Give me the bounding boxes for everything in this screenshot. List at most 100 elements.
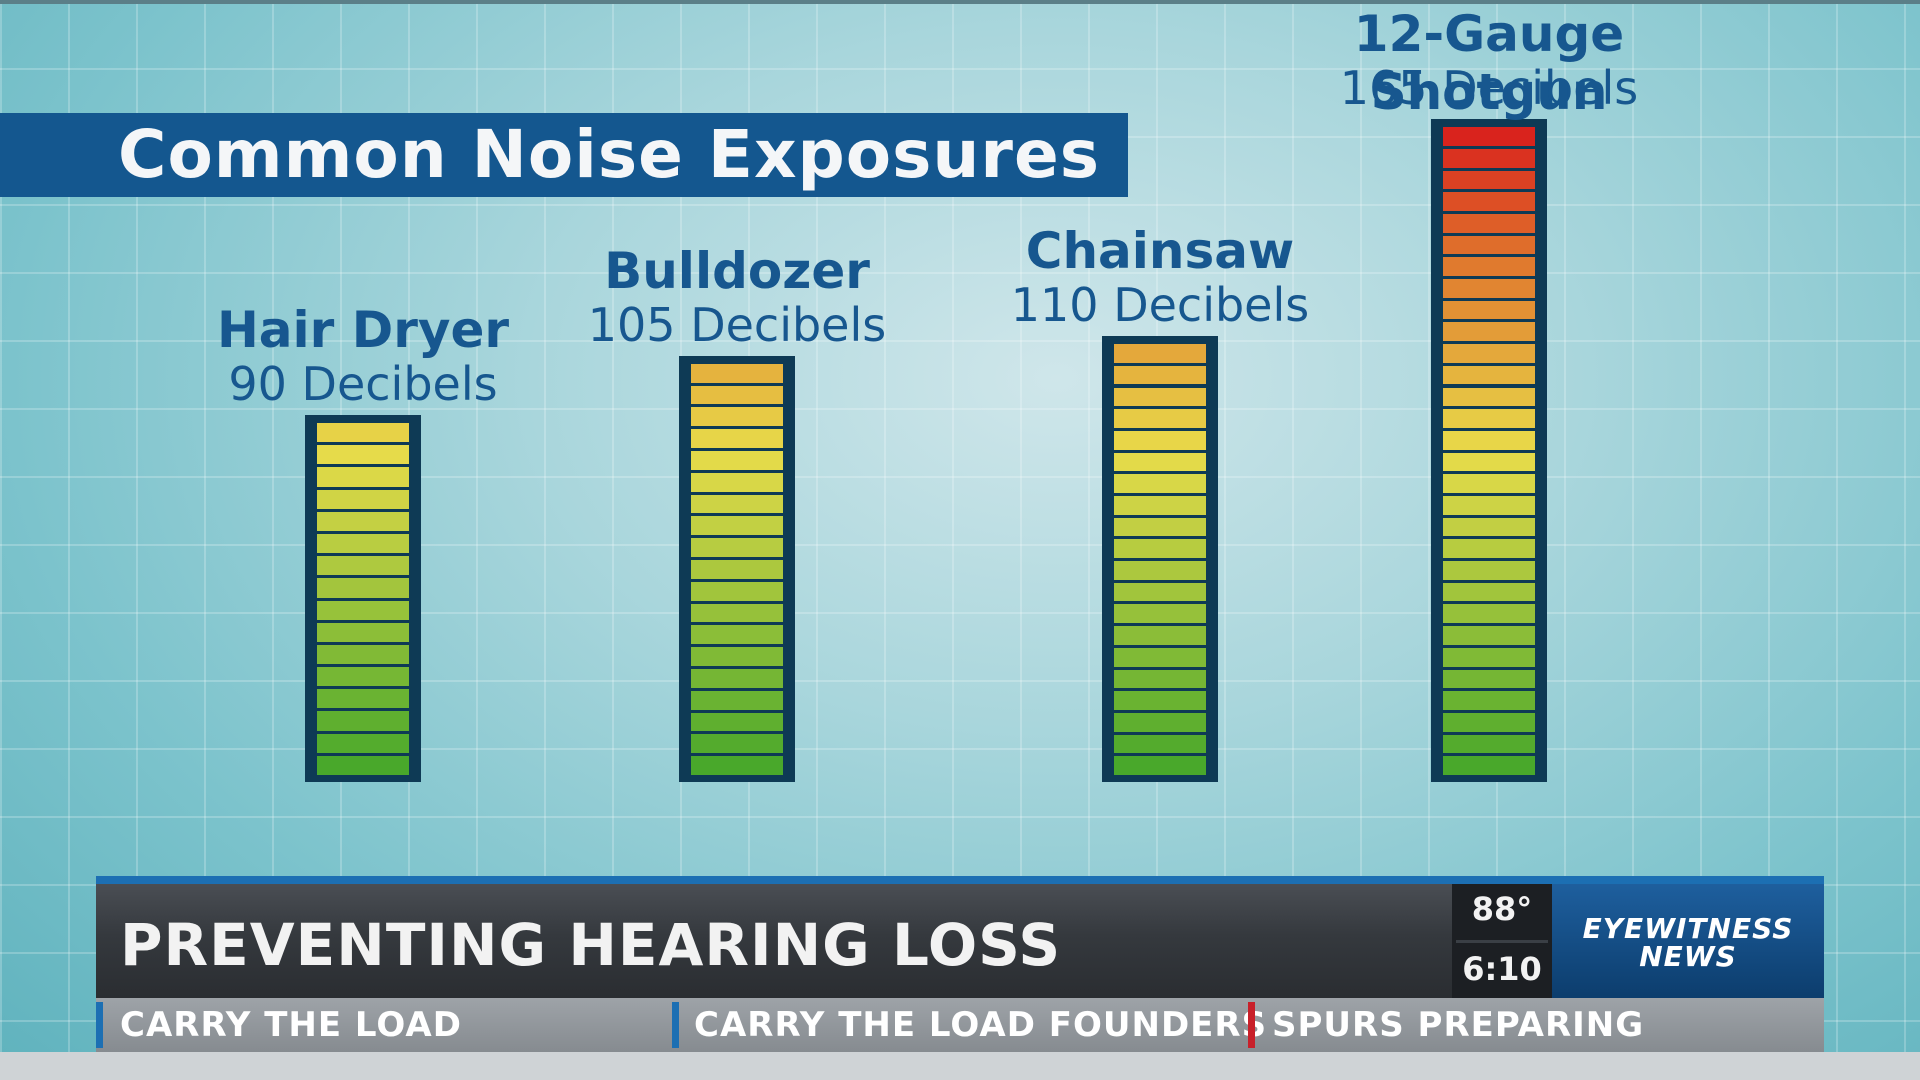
meter-segment	[317, 733, 409, 753]
meter-segment	[1443, 712, 1535, 732]
meter-segment	[1443, 257, 1535, 277]
meter-segment	[1114, 669, 1206, 689]
meter-segment	[1443, 344, 1535, 363]
meter-value-label: 165 Decibels	[1339, 61, 1639, 116]
meter-segment	[1443, 495, 1535, 515]
meter-segment	[691, 756, 783, 775]
chart-title-bar: Common Noise Exposures	[0, 113, 1128, 197]
weather-divider	[1456, 940, 1548, 943]
meter-segment	[1443, 756, 1535, 775]
ticker-accent-3	[1248, 1002, 1255, 1048]
chart-title: Common Noise Exposures	[118, 116, 1100, 193]
meter-segment	[317, 600, 409, 620]
meter-segment	[691, 363, 783, 383]
meter-segment	[1443, 669, 1535, 689]
headline: PREVENTING HEARING LOSS	[120, 911, 1062, 979]
meter-category-label: Chainsaw	[1025, 222, 1295, 281]
meter-segment	[1443, 213, 1535, 233]
meter-segment	[1443, 322, 1535, 342]
news-ticker	[96, 998, 1824, 1052]
meter-segment	[691, 625, 783, 645]
meter-segment	[691, 712, 783, 732]
meter-segment	[1114, 430, 1206, 450]
meter-segment	[1114, 626, 1206, 645]
meter-segment	[1443, 279, 1535, 298]
meter-segment	[691, 734, 783, 754]
meter-segment	[691, 451, 783, 470]
ticker-item-1: CARRY THE LOAD	[120, 1005, 462, 1045]
weather-box	[1452, 876, 1552, 998]
meter-segment	[1114, 561, 1206, 580]
meter-segment	[317, 423, 409, 443]
meter-segment	[1114, 517, 1206, 537]
meter-segment	[1114, 365, 1206, 385]
meter-segment	[691, 494, 783, 514]
clock-time: 6:10	[1462, 950, 1542, 988]
meter-segment	[691, 472, 783, 492]
ticker-accent-1	[96, 1002, 103, 1048]
logo-text-eyewitness: EYEWITNESS	[1582, 912, 1794, 945]
meter-segment	[317, 445, 409, 465]
meter-segment	[1114, 647, 1206, 667]
meter-segment	[691, 516, 783, 536]
meter-segment	[1443, 561, 1535, 580]
meter-segment	[1443, 170, 1535, 190]
meter-segment	[317, 689, 409, 709]
meter-segment	[691, 603, 783, 623]
meter-segment	[1114, 452, 1206, 472]
meter-segment	[691, 690, 783, 710]
ticker-item-3: SPURS PREPARING	[1272, 1005, 1645, 1045]
meter-segment	[1114, 495, 1206, 515]
meter-segment	[1443, 582, 1535, 602]
meter-bar	[305, 415, 421, 782]
meter-category-label: Bulldozer	[604, 241, 870, 300]
meter-segment	[317, 489, 409, 509]
meter-segment	[1114, 582, 1206, 602]
meter-value-label: 90 Decibels	[228, 357, 498, 411]
meter-segment	[1443, 192, 1535, 211]
meter-segment	[1114, 756, 1206, 775]
meter-segment	[1443, 365, 1535, 385]
meter-segment	[1114, 734, 1206, 754]
meter-segment	[317, 644, 409, 665]
meter-segment	[1443, 148, 1535, 168]
logo-text-news: NEWS	[1639, 940, 1737, 973]
meter-segment	[1443, 452, 1535, 472]
meter-segment	[691, 581, 783, 601]
ticker-item-2: CARRY THE LOAD FOUNDERS	[694, 1005, 1268, 1045]
meter-segment	[1443, 430, 1535, 450]
meter-segment	[317, 511, 409, 531]
meter-segment	[1443, 127, 1535, 146]
meter-segment	[1443, 517, 1535, 537]
meter-segment	[1443, 474, 1535, 493]
station-logo	[1552, 876, 1824, 998]
meter-segment	[317, 578, 409, 598]
meter-segment	[691, 385, 783, 405]
meter-segment	[691, 407, 783, 427]
meter-segment	[1443, 539, 1535, 559]
meter-segment	[317, 467, 409, 487]
meter-segment	[1114, 344, 1206, 363]
meter-segment	[691, 669, 783, 688]
meter-value-label: 105 Decibels	[587, 297, 887, 352]
meter-segment	[1443, 626, 1535, 645]
meter-segment	[317, 667, 409, 687]
temperature: 88°	[1471, 890, 1533, 928]
meter-segment	[1114, 387, 1206, 407]
meter-segment	[691, 429, 783, 449]
meter-segment	[1443, 387, 1535, 407]
meter-segment	[317, 556, 409, 576]
meter-segment	[317, 533, 409, 554]
meter-segment	[1114, 691, 1206, 710]
meter-segment	[1443, 691, 1535, 710]
meter-segment	[1114, 539, 1206, 559]
meter-category-label: 12-Gauge Shotgun	[1353, 5, 1625, 122]
meter-bar	[679, 355, 795, 782]
meter-segment	[1443, 409, 1535, 428]
meter-segment	[317, 622, 409, 642]
meter-segment	[1114, 474, 1206, 493]
meter-segment	[1114, 604, 1206, 624]
top-edge-line	[0, 0, 1920, 4]
meter-segment	[691, 647, 783, 666]
meter-segment	[1443, 300, 1535, 320]
